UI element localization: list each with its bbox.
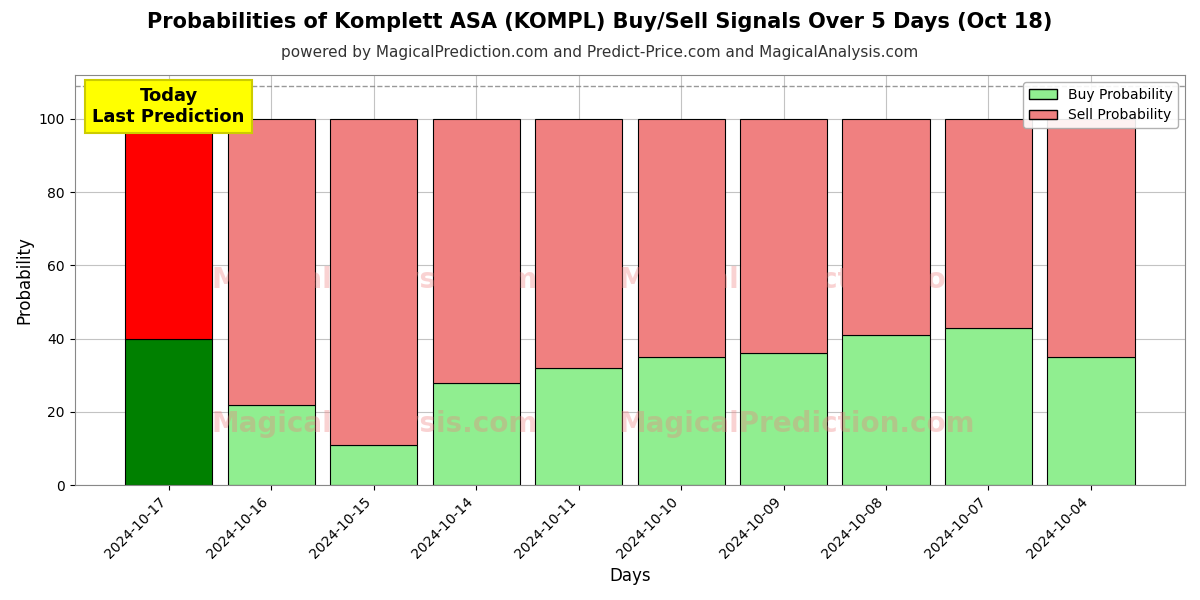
X-axis label: Days: Days: [610, 567, 650, 585]
Bar: [842, 335, 930, 485]
Text: MagicalPrediction.com: MagicalPrediction.com: [618, 410, 974, 437]
Bar: [1048, 119, 1134, 357]
Text: Probabilities of Komplett ASA (KOMPL) Buy/Sell Signals Over 5 Days (Oct 18): Probabilities of Komplett ASA (KOMPL) Bu…: [148, 12, 1052, 32]
Bar: [944, 328, 1032, 485]
Bar: [228, 119, 314, 404]
Bar: [535, 119, 622, 368]
Text: MagicalAnalysis.com: MagicalAnalysis.com: [211, 266, 538, 294]
Bar: [228, 404, 314, 485]
Bar: [944, 119, 1032, 328]
Bar: [432, 383, 520, 485]
Y-axis label: Probability: Probability: [16, 236, 34, 324]
Legend: Buy Probability, Sell Probability: Buy Probability, Sell Probability: [1024, 82, 1178, 128]
Bar: [432, 119, 520, 383]
Bar: [125, 119, 212, 338]
Bar: [330, 119, 418, 445]
Bar: [740, 119, 827, 353]
Bar: [637, 357, 725, 485]
Bar: [1048, 357, 1134, 485]
Bar: [125, 338, 212, 485]
Bar: [330, 445, 418, 485]
Bar: [637, 119, 725, 357]
Bar: [842, 119, 930, 335]
Text: Today
Last Prediction: Today Last Prediction: [92, 88, 245, 126]
Text: powered by MagicalPrediction.com and Predict-Price.com and MagicalAnalysis.com: powered by MagicalPrediction.com and Pre…: [281, 45, 919, 60]
Bar: [740, 353, 827, 485]
Text: MagicalPrediction.com: MagicalPrediction.com: [618, 266, 974, 294]
Text: MagicalAnalysis.com: MagicalAnalysis.com: [211, 410, 538, 437]
Bar: [535, 368, 622, 485]
